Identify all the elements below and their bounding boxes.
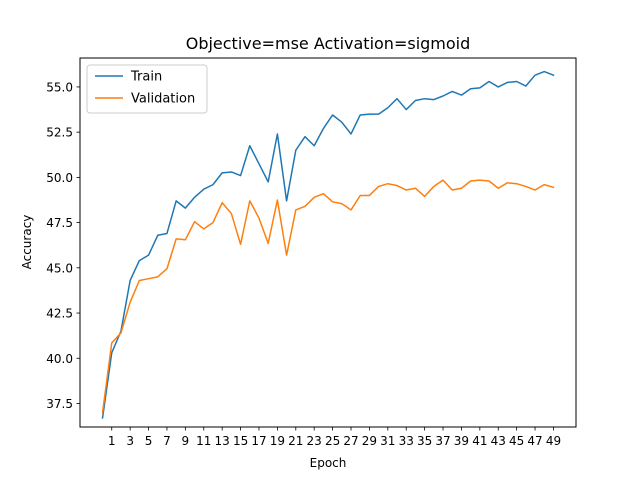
x-tick-label: 3: [126, 434, 134, 448]
y-tick-label: 45.0: [46, 261, 73, 275]
plot-area: [80, 58, 576, 427]
legend-label-validation: Validation: [131, 92, 195, 107]
y-tick-label: 50.0: [46, 171, 73, 185]
x-tick-label: 1: [108, 434, 116, 448]
x-tick-label: 47: [527, 434, 542, 448]
y-tick-label: 37.5: [46, 397, 73, 411]
series-layer: [101, 70, 555, 419]
x-tick-label: 35: [417, 434, 432, 448]
x-tick-label: 23: [307, 434, 322, 448]
x-tick-label: 31: [380, 434, 395, 448]
x-axis-ticks: 1 3 5 7 9 11 13 15 17 19 21 23 25 27 29 31 33 35 37 39 41 43 4…: [108, 427, 561, 448]
x-tick-label: 29: [362, 434, 377, 448]
x-tick-label: 37: [435, 434, 450, 448]
x-axis-label: Epoch: [310, 456, 347, 470]
x-tick-label: 17: [251, 434, 266, 448]
y-axis-label: Accuracy: [20, 215, 34, 270]
x-tick-label: 19: [270, 434, 285, 448]
x-tick-label: 7: [163, 434, 171, 448]
x-tick-label: 39: [454, 434, 469, 448]
x-tick-label: 5: [145, 434, 153, 448]
legend-label-train: Train: [130, 70, 162, 85]
y-axis-ticks: 37.5 40.0 42.5 45.0 47.5 50.0 52.5 55.0: [46, 80, 80, 411]
x-tick-label: 49: [546, 434, 561, 448]
x-tick-label: 15: [233, 434, 248, 448]
x-tick-label: 41: [472, 434, 487, 448]
y-tick-label: 42.5: [46, 307, 73, 321]
y-tick-label: 55.0: [46, 80, 73, 94]
chart-title: Objective=mse Activation=sigmoid: [186, 34, 471, 53]
x-tick-label: 11: [196, 434, 211, 448]
x-tick-label: 45: [509, 434, 524, 448]
y-tick-label: 47.5: [46, 216, 73, 230]
x-tick-label: 33: [399, 434, 414, 448]
x-tick-label: 25: [325, 434, 340, 448]
plot-frame: [79, 57, 577, 428]
legend-box: [86, 64, 208, 114]
y-tick-label: 52.5: [46, 126, 73, 140]
y-tick-label: 40.0: [46, 352, 73, 366]
x-tick-label: 21: [288, 434, 303, 448]
x-tick-label: 9: [182, 434, 190, 448]
x-tick-label: 13: [215, 434, 230, 448]
x-tick-label: 43: [491, 434, 506, 448]
series-line-validation: [101, 179, 555, 414]
series-line-train: [101, 70, 555, 419]
legend: Train Validation: [86, 64, 208, 114]
x-tick-label: 27: [343, 434, 358, 448]
